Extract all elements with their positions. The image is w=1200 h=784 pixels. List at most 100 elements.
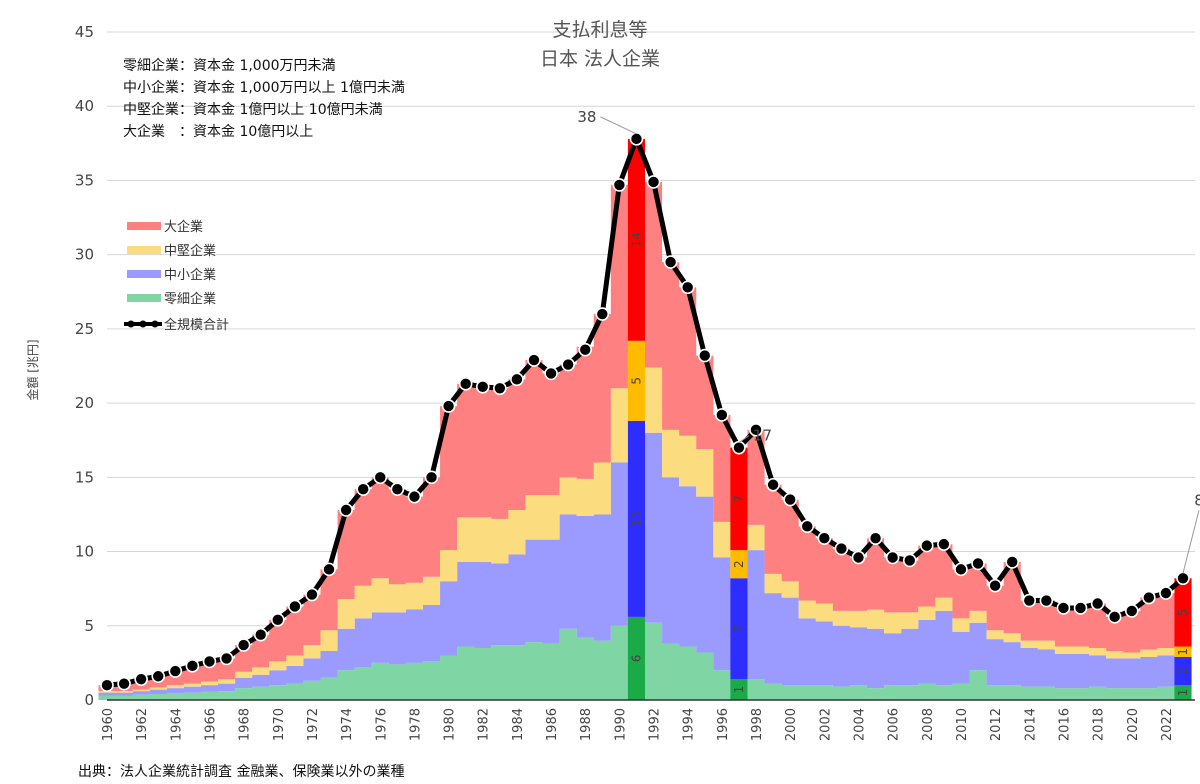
total-point — [100, 678, 114, 692]
total-point — [1142, 590, 1156, 605]
total-point — [800, 519, 815, 534]
x-tick-label: 1964 — [169, 708, 184, 741]
x-tick-label: 1968 — [238, 708, 253, 741]
y-tick-label: 35 — [75, 171, 94, 189]
x-tick-label: 2012 — [989, 708, 1004, 741]
x-tick-label: 2004 — [852, 708, 867, 741]
bar-segment-label: 1 — [1176, 648, 1190, 656]
x-tick-label: 1996 — [716, 708, 731, 741]
total-point — [117, 676, 131, 691]
legend-marker-total — [151, 320, 159, 328]
total-point — [493, 381, 507, 396]
x-tick-label: 1986 — [545, 708, 560, 741]
x-tick-label: 2002 — [818, 708, 833, 741]
total-series-line — [106, 136, 1185, 688]
total-point — [202, 654, 217, 669]
legend-label: 中堅企業 — [164, 243, 216, 259]
total-point — [749, 423, 763, 437]
bar-segment-label: 13 — [629, 511, 643, 526]
y-tick-label: 25 — [75, 320, 94, 338]
definition-line: 中堅企業：資本金 1億円以上 10億円未満 — [123, 101, 383, 118]
total-point — [954, 562, 968, 577]
x-tick-label: 2014 — [1023, 708, 1038, 741]
total-point — [578, 342, 593, 357]
x-tick-label: 1998 — [750, 708, 765, 741]
total-point — [270, 613, 285, 627]
total-point — [561, 357, 575, 372]
legend-swatch-micro — [127, 294, 161, 302]
y-tick-label: 45 — [75, 23, 94, 41]
annotation-label: 17 — [753, 427, 772, 445]
x-tick-label: 1980 — [443, 708, 458, 741]
legend-label: 全規模合計 — [164, 317, 229, 333]
highlight-bar-segment — [627, 420, 645, 617]
chart-subtitle: 日本 法人企業 — [540, 48, 660, 70]
highlight-bar-segment — [627, 340, 645, 421]
total-point — [680, 280, 695, 295]
x-tick-label: 1990 — [613, 708, 628, 741]
y-tick-label: 15 — [75, 468, 94, 486]
x-tick-label: 1974 — [340, 708, 355, 741]
annotation-label: 38 — [577, 108, 596, 126]
highlight-bar-segment — [1174, 578, 1192, 647]
highlight-bar-segment — [730, 447, 748, 551]
total-point — [373, 470, 388, 485]
total-point — [151, 669, 166, 684]
y-tick-label: 30 — [75, 246, 94, 264]
bar-segment-label: 14 — [629, 232, 643, 247]
total-point — [407, 489, 422, 504]
total-point — [1039, 593, 1054, 608]
x-tick-label: 2008 — [921, 708, 936, 741]
total-point — [185, 659, 200, 673]
x-tick-label: 2006 — [887, 708, 902, 741]
total-point — [356, 482, 370, 497]
total-point — [629, 132, 644, 146]
legend-label: 零細企業 — [164, 291, 216, 307]
annotation-leader — [738, 435, 750, 444]
highlight-bar-segment — [627, 138, 645, 341]
total-point — [817, 531, 832, 545]
total-point — [1005, 555, 1020, 569]
total-point — [663, 255, 678, 269]
bar-segment-label: 2 — [732, 560, 746, 568]
annotation-leader — [600, 116, 637, 135]
legend-label: 中小企業 — [164, 267, 216, 283]
legend-marker-total — [139, 320, 147, 328]
total-point — [697, 348, 712, 363]
total-point — [937, 537, 951, 551]
legend: 大企業 中堅企業 中小企業 零細企業 全規模合計 — [124, 219, 229, 333]
total-point — [253, 627, 268, 642]
legend-label: 大企業 — [164, 219, 203, 235]
annotation-leader — [1182, 510, 1200, 574]
legend-swatch-small — [127, 270, 161, 278]
x-tick-label: 1984 — [511, 708, 526, 741]
total-line — [100, 132, 1190, 692]
definition-line: 大企業 ：資本金 10億円以上 — [123, 123, 313, 140]
x-tick-label: 1992 — [648, 708, 663, 741]
total-point — [783, 492, 797, 507]
x-tick-label: 1988 — [579, 708, 594, 741]
total-point — [1124, 604, 1139, 618]
total-point — [971, 556, 985, 571]
x-tick-label: 1972 — [306, 708, 321, 741]
total-point — [390, 482, 405, 497]
legend-marker-total — [127, 320, 135, 328]
definitions-box: 零細企業：資本金 1,000万円未満 中小企業：資本金 1,000万円以上 1億… — [123, 57, 405, 140]
y-tick-label: 40 — [75, 97, 94, 115]
x-tick-label: 2016 — [1057, 708, 1072, 741]
source-note: 出典：法人企業統計調査 金融業、保険業以外の業種 — [78, 763, 404, 780]
total-point — [1056, 601, 1071, 615]
area-series-中堅企業 — [98, 340, 1192, 693]
x-tick-label: 1994 — [682, 708, 697, 741]
y-tick-label: 20 — [75, 394, 94, 412]
highlight-bar-segment — [1174, 685, 1192, 700]
total-point — [595, 307, 610, 321]
total-point — [885, 550, 900, 565]
x-tick-label: 1962 — [135, 708, 150, 741]
legend-swatch-midsize — [127, 246, 161, 254]
total-point — [612, 178, 627, 192]
total-point — [134, 672, 148, 687]
x-tick-label: 2018 — [1092, 708, 1107, 741]
